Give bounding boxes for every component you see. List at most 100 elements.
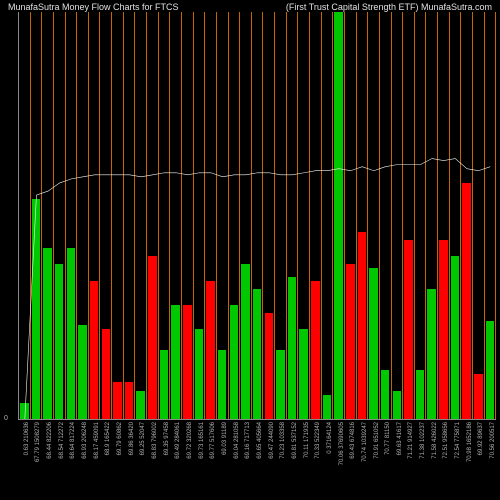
bar-slot [182,12,194,419]
label-slot: 71.38 102237 [414,420,426,500]
bar-slot [112,12,124,419]
bar [323,395,332,419]
label-slot: 68.17 459091 [88,420,100,500]
bar [136,391,145,419]
bar-slot [287,12,299,419]
label-slot: 69.49 284061 [170,420,182,500]
label-slot: 69.04 281058 [228,420,240,500]
bar-slot [252,12,264,419]
label-slot: 69.79 60862 [111,420,123,500]
bar-slot [217,12,229,419]
bar [43,248,52,419]
bar-slot [473,12,485,419]
label-slot: 68.44 822206 [41,420,53,500]
bar [160,350,169,419]
bar [171,305,180,419]
label-slot: 70.06 37690605 [333,420,345,500]
bar [67,248,76,419]
label-slot: 70.23 103358 [274,420,286,500]
label-slot: 69.81 537152 [286,420,298,500]
bar [241,264,250,419]
label-slot: 69.16 717713 [239,420,251,500]
bar [462,183,471,419]
bar-slot [368,12,380,419]
x-labels: 0.63 21063667.79 150827968.44 82220668.5… [18,420,496,500]
bar-slot [392,12,404,419]
label-slot: 69.47 244090 [263,420,275,500]
bar-slot [333,12,345,419]
bar [369,268,378,419]
bar [299,329,308,419]
label-slot: 0.63 210636 [18,420,30,500]
bar-slot [147,12,159,419]
bar [125,382,134,419]
label-slot: 68.64 817224 [65,420,77,500]
bar [230,305,239,419]
label-slot: 69.65 405664 [251,420,263,500]
bar-slot [240,12,252,419]
bar [346,264,355,419]
bar [276,350,285,419]
bar [451,256,460,419]
bar-slot [66,12,78,419]
label-slot: 70.77 81150 [379,420,391,500]
header-right: (First Trust Capital Strength ETF) Munaf… [286,2,492,12]
bar [218,350,227,419]
bar-slot [77,12,89,419]
label-slot: 69.03 91189 [216,420,228,500]
bar [439,240,448,419]
bar [253,289,262,419]
bar-slot [403,12,415,419]
bar [113,382,122,419]
bar [90,281,99,419]
chart-header: MunafaSutra Money Flow Charts for FTCS (… [0,2,500,12]
bar-slot [461,12,473,419]
bar-slot [426,12,438,419]
bar [416,370,425,419]
bar [32,199,41,419]
label-slot: 68.9 165422 [100,420,112,500]
bar-slot [19,12,31,419]
bar-slot [275,12,287,419]
label-slot: 68.83 796002 [146,420,158,500]
label-slot: 69.63 41617 [391,420,403,500]
label-slot: 70.56 200517 [484,420,496,500]
label-slot: 69.86 36420 [123,420,135,500]
bar-slot [345,12,357,419]
label-slot: 69.73 165161 [193,420,205,500]
bar-slot [438,12,450,419]
bar-slot [124,12,136,419]
bar [265,313,274,419]
bar-slot [322,12,334,419]
label-slot: 69.35 97458 [158,420,170,500]
label-slot: 71.21 914927 [403,420,415,500]
bar-slot [159,12,171,419]
label-slot: 69.43 674816 [344,420,356,500]
bar-slot [42,12,54,419]
bar-slot [298,12,310,419]
label-slot: 70.91 651052 [368,420,380,500]
bar-slot [170,12,182,419]
label-slot: 72.54 775871 [449,420,461,500]
bar [55,264,64,419]
label-slot: 69.92 89637 [473,420,485,500]
bar-slot [100,12,112,419]
bar-slot [54,12,66,419]
label-slot: 70.33 522349 [309,420,321,500]
label-slot: 71.58 426022 [426,420,438,500]
label-slot: 70.98 1652186 [461,420,473,500]
label-slot: 69.77 517606 [205,420,217,500]
bar [381,370,390,419]
bar [102,329,111,419]
label-slot: 69.72 320268 [181,420,193,500]
bar-slot [89,12,101,419]
label-slot: 70.74 1039247 [356,420,368,500]
bar-slot [229,12,241,419]
header-left: MunafaSutra Money Flow Charts for FTCS [8,2,179,12]
x-label: 70.56 200517 [490,422,496,459]
bar [404,240,413,419]
label-slot: 0 37164124 [321,420,333,500]
bar-slot [135,12,147,419]
bar [427,289,436,419]
label-slot: 70.11 171935 [298,420,310,500]
